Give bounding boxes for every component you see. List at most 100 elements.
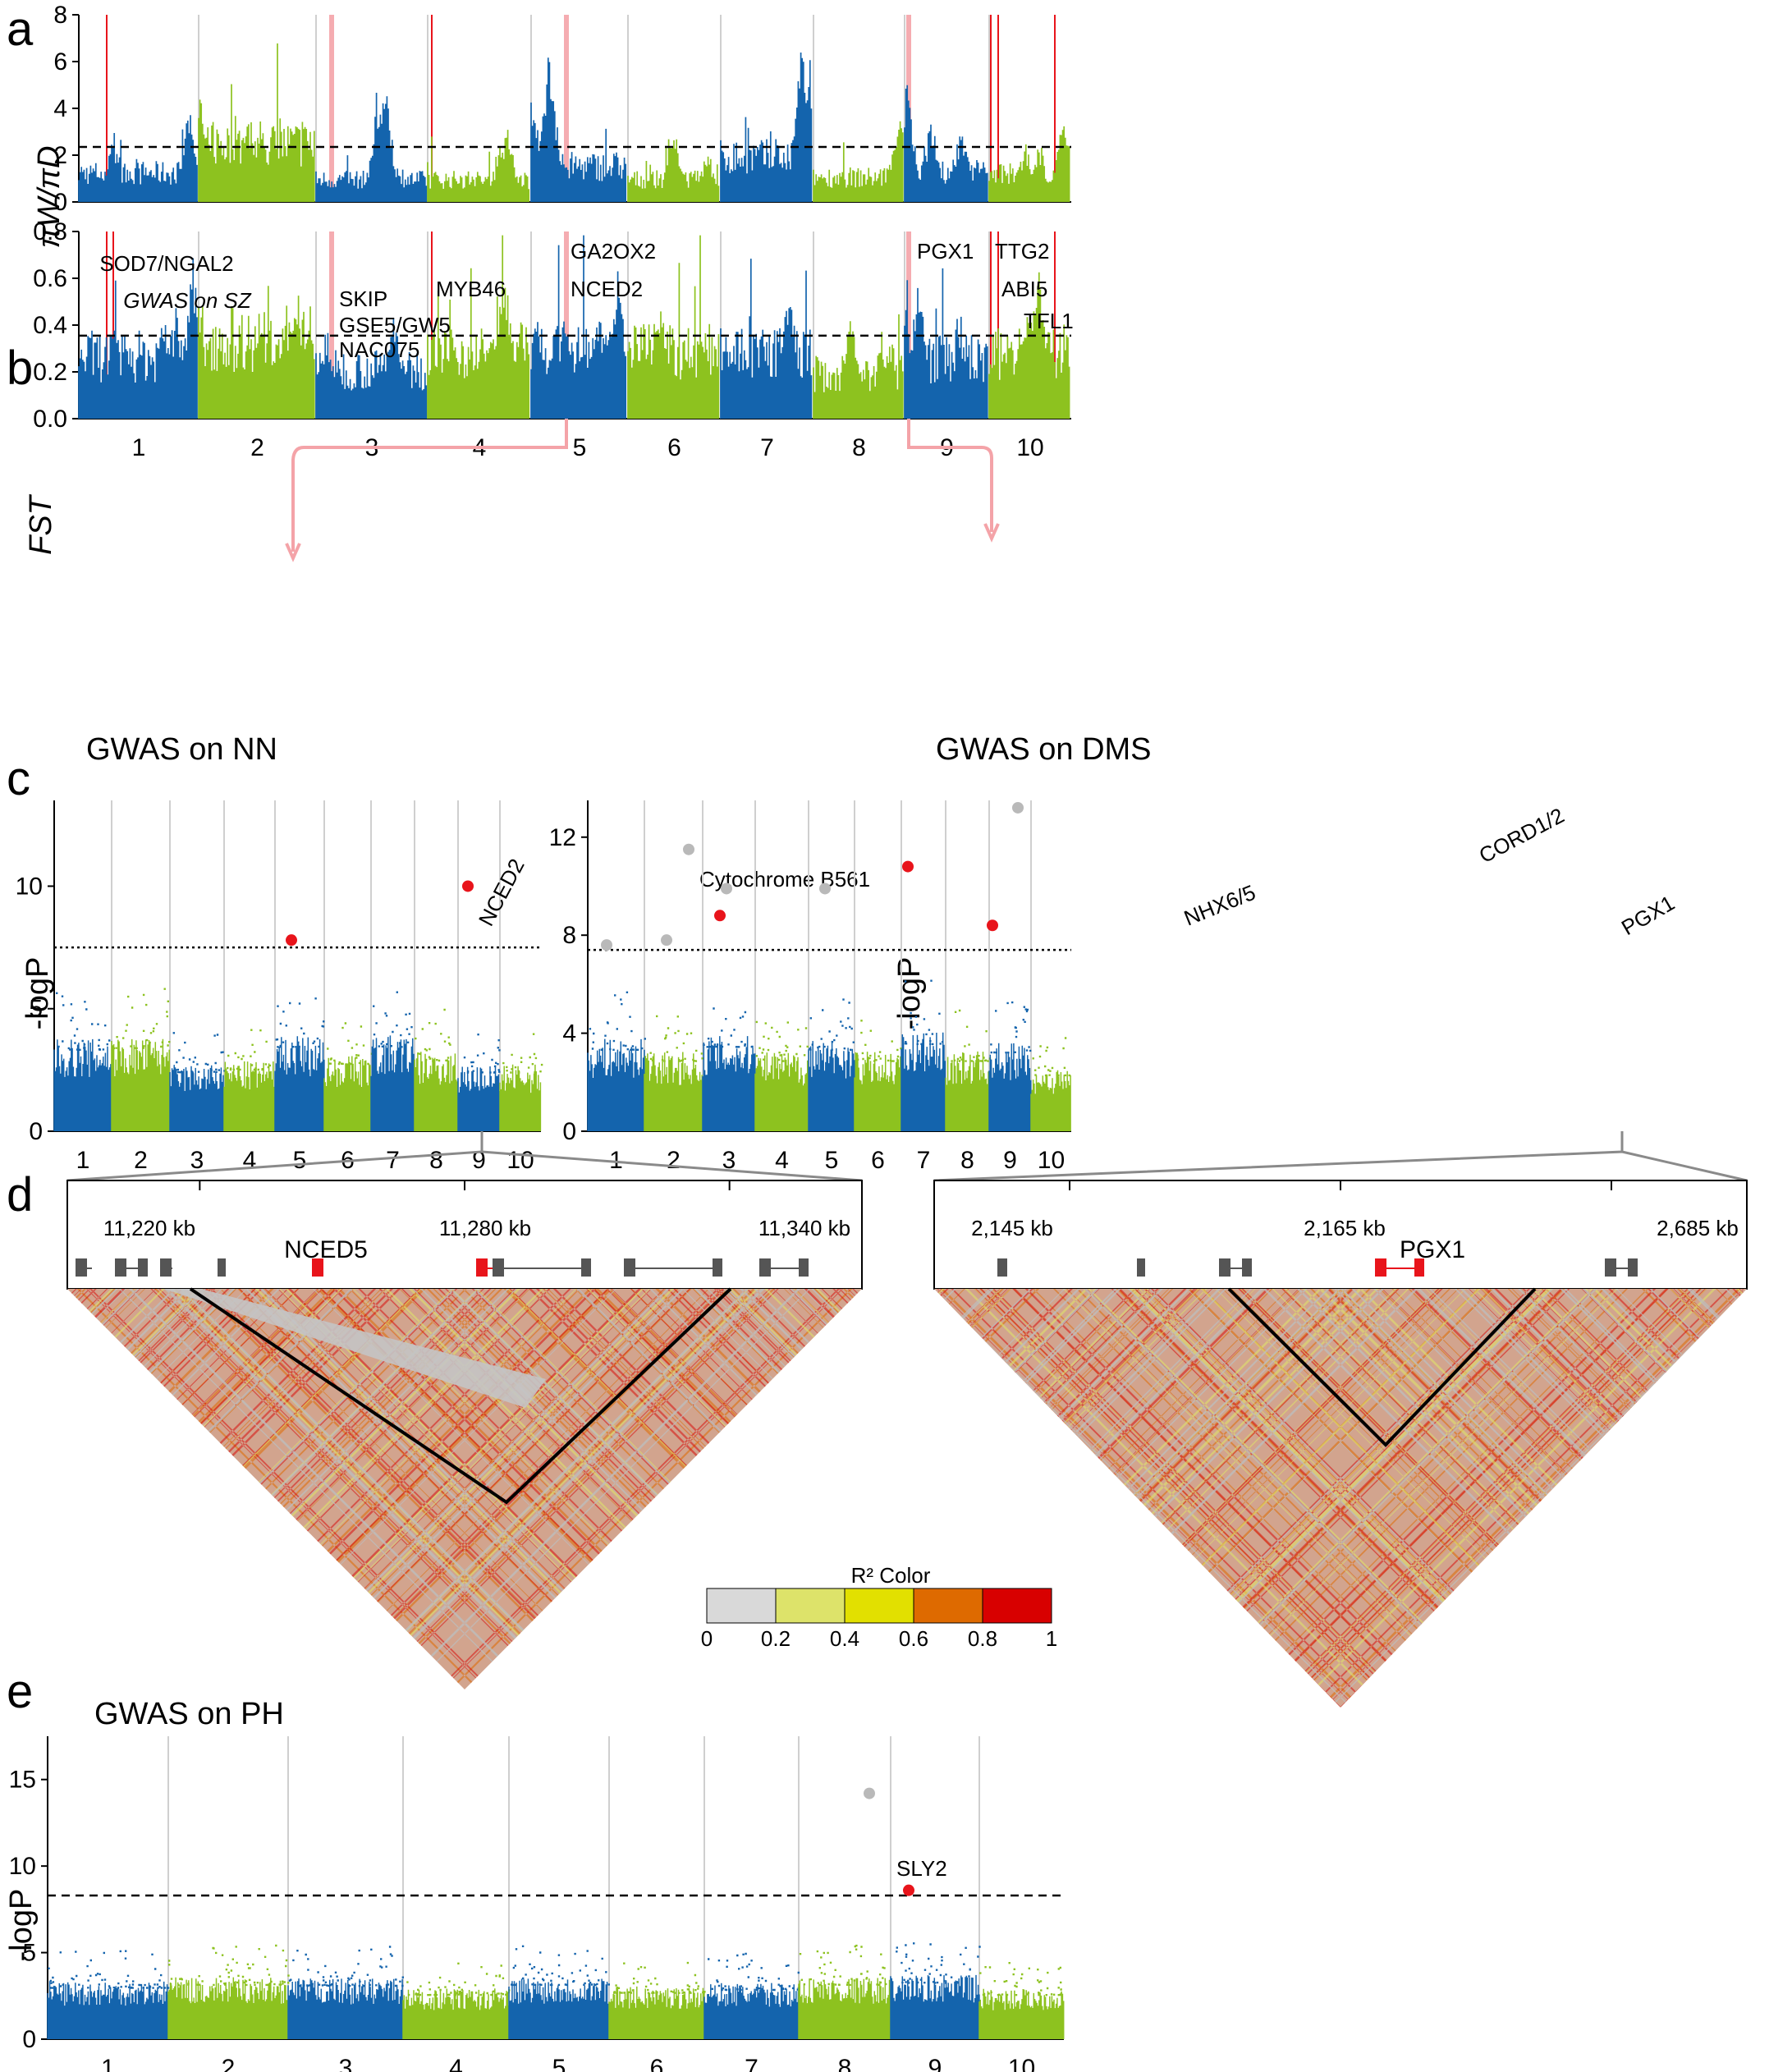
chromosome-label: 10 xyxy=(506,1147,534,1174)
gene-track xyxy=(66,1180,863,1290)
zoom-lines xyxy=(66,1131,863,1182)
snps-chr-10 xyxy=(499,1064,542,1131)
panel-c-right-ylabel: -logP xyxy=(892,957,927,1030)
panel-b-ylabel: FST xyxy=(24,493,58,555)
chromosome-label: 10 xyxy=(1038,1147,1065,1174)
exon xyxy=(138,1258,148,1277)
y-tick-label: 0 xyxy=(53,189,67,216)
snp-dots-chr-3 xyxy=(703,1007,754,1048)
significant-hit xyxy=(714,910,726,922)
bars-chr-2 xyxy=(198,43,315,202)
gene-label: TTG2 xyxy=(995,239,1049,264)
exon xyxy=(218,1258,226,1277)
snps-chr-5 xyxy=(274,1036,325,1131)
selection-highlight xyxy=(990,15,992,202)
chromosome-label: 1 xyxy=(609,1147,623,1174)
gene-name: PGX1 xyxy=(1400,1236,1465,1263)
legend-title: R² Color xyxy=(851,1563,931,1588)
snp-dots-chr-7 xyxy=(904,979,944,1046)
snp-dots-chr-7 xyxy=(708,1952,800,1992)
chromosome-label: 8 xyxy=(429,1147,443,1174)
significant-hit xyxy=(683,843,694,855)
selection-highlight xyxy=(1054,231,1056,419)
snp-dots-chr-5 xyxy=(809,998,855,1051)
hit-label: PGX1 xyxy=(1617,891,1679,941)
y-tick-label: 0.6 xyxy=(33,265,67,292)
exon xyxy=(476,1258,488,1277)
gene-name: NCED5 xyxy=(284,1236,368,1263)
bars-chr-1 xyxy=(78,258,198,419)
y-tick-label: 6 xyxy=(53,48,67,76)
significant-hit xyxy=(1012,801,1024,814)
y-tick-label: 0.2 xyxy=(33,359,67,386)
snp-dots-chr-9 xyxy=(990,1001,1032,1054)
legend-tick-label: 0 xyxy=(701,1626,713,1651)
gene-label: TFL1 xyxy=(1024,309,1074,333)
selection-highlight xyxy=(112,231,114,419)
snp-dots-chr-6 xyxy=(613,1961,706,1994)
hit-label: SLY2 xyxy=(896,1856,947,1881)
panel-c-right-title: GWAS on DMS xyxy=(936,732,1152,767)
chromosome-label: 6 xyxy=(871,1147,885,1174)
snp-dots-chr-8 xyxy=(415,1008,451,1062)
bars-chr-5 xyxy=(530,57,627,202)
chromosome-label: 10 xyxy=(1016,434,1043,461)
panel-label-c: c xyxy=(7,752,30,805)
gene-label: NCED2 xyxy=(571,277,643,301)
panel-label-b: b xyxy=(7,342,33,395)
gene-label: PGX1 xyxy=(917,239,974,264)
exon xyxy=(1137,1258,1145,1277)
chromosome-label: 7 xyxy=(917,1147,931,1174)
snp-dots-chr-1 xyxy=(589,991,646,1051)
region-tick-label: 11,280 kb xyxy=(439,1216,531,1240)
bars-chr-10 xyxy=(988,272,1070,419)
snp-dots-chr-3 xyxy=(288,1946,404,1987)
panel-e-ylabel: -logP xyxy=(4,1889,39,1962)
snps-chr-5 xyxy=(508,1978,609,2039)
exon xyxy=(312,1258,323,1277)
snp-dots-chr-6 xyxy=(327,1022,374,1066)
panel-label-e: e xyxy=(7,1665,33,1718)
bars-chr-7 xyxy=(720,53,813,202)
y-tick-label: 8 xyxy=(53,2,67,29)
significant-hit xyxy=(286,934,297,947)
bars-chr-8 xyxy=(813,121,904,202)
r2-legend: R² Color 0 0.2 0.4 0.6 0.8 1 xyxy=(701,1563,1057,1651)
exon xyxy=(997,1258,1007,1277)
snp-dots-chr-4 xyxy=(406,1962,511,1996)
chromosome-label: 1 xyxy=(132,434,146,461)
chromosome-label: 5 xyxy=(293,1147,307,1174)
region-tick-label: 2,165 kb xyxy=(1304,1216,1386,1240)
chromosome-label: 3 xyxy=(339,2055,353,2072)
ld-gap-stripe xyxy=(164,1289,546,1408)
legend-tick-label: 0.2 xyxy=(761,1626,791,1651)
bars-chr-9 xyxy=(904,268,988,419)
gene-label: SKIP xyxy=(339,287,387,311)
snp-dots-chr-10 xyxy=(1032,1037,1070,1077)
snps-chr-9 xyxy=(890,1974,980,2039)
legend-swatch xyxy=(706,1588,777,1624)
chromosome-label: 9 xyxy=(472,1147,486,1174)
panel-c-left-ylabel: -logP xyxy=(21,957,55,1030)
snps-chr-3 xyxy=(287,1978,403,2039)
gene-label: NAC075 xyxy=(339,337,419,362)
snp-dots-chr-5 xyxy=(275,997,325,1048)
y-tick-label: 2 xyxy=(53,142,67,169)
snps-chr-10 xyxy=(1030,1070,1071,1131)
selection-highlight xyxy=(106,231,108,419)
hit-label: NHX6/5 xyxy=(1180,880,1259,931)
legend-tick-label: 0.4 xyxy=(830,1626,859,1651)
gene-label: SOD7/NGAL2 xyxy=(99,251,233,276)
panel-label-d: d xyxy=(7,1168,33,1222)
bars-chr-6 xyxy=(627,235,720,419)
y-tick-label: 0 xyxy=(29,1118,43,1145)
snp-dots-chr-10 xyxy=(502,1033,543,1074)
chromosome-label: 8 xyxy=(852,434,866,461)
selection-highlight xyxy=(990,231,992,419)
chromosome-label: 1 xyxy=(101,2055,115,2072)
panel-b: 0.00.20.40.60.81 2 3 4 5 6 7 8 9 10SOD7/NGAL2GWAS… xyxy=(33,218,1073,461)
bars-chr-5 xyxy=(530,235,627,419)
chromosome-label: 4 xyxy=(243,1147,257,1174)
panel-c-left-title: GWAS on NN xyxy=(86,732,277,767)
